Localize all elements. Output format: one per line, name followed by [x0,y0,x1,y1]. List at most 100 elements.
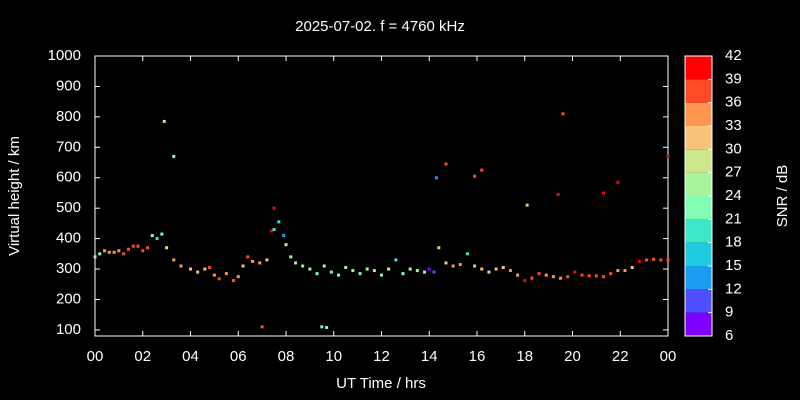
point [251,259,255,263]
point [337,273,341,277]
point [272,227,276,231]
point [162,119,166,123]
colorbar-bin [685,172,712,196]
point [103,249,107,253]
point [272,206,276,210]
point [537,272,541,276]
point [365,267,369,271]
point [98,252,102,256]
point [265,258,269,262]
point [561,112,565,116]
point [616,269,620,273]
y-tick-label: 400 [56,230,81,247]
y-tick-label: 100 [56,321,81,338]
point [284,243,288,247]
point [525,203,529,207]
point [189,267,192,271]
colorbar-bin [685,196,712,220]
colorbar-bin [685,149,712,173]
chart-title: 2025-07-02. f = 4760 kHz [295,18,465,35]
point [203,267,207,271]
point [652,257,656,261]
x-axis-label: UT Time / hrs [336,375,426,392]
y-tick-label: 600 [56,169,81,186]
point [122,252,126,256]
point [556,192,560,196]
point [260,325,264,329]
point [444,261,448,265]
point [131,244,135,248]
y-tick-label: 900 [56,77,81,94]
point [141,249,145,253]
point [179,264,183,268]
point [289,255,293,259]
y-tick-label: 1000 [48,47,81,64]
colorbar-tick-label: 24 [725,187,742,204]
point [212,273,216,277]
point [458,262,462,266]
point [150,234,154,238]
point [573,270,577,274]
point [136,244,140,248]
point [434,176,438,180]
colorbar-bin [685,79,712,103]
point [93,255,97,259]
point [616,180,620,184]
point [480,267,484,271]
point [602,191,606,195]
colorbar-tick-label: 42 [725,47,742,64]
colorbar-tick-label: 15 [725,257,742,274]
point [544,273,548,277]
point [380,273,383,277]
point [344,266,348,270]
colorbar-tick-label: 33 [725,117,742,134]
point [294,261,298,265]
point [473,264,477,268]
point [444,162,448,166]
x-tick-label: 14 [421,348,438,365]
point [594,274,598,278]
point [530,276,534,280]
point [637,259,641,263]
colorbar-label: SNR / dB [774,165,791,228]
point [659,258,663,262]
point [329,270,333,274]
point [172,154,176,158]
y-tick-label: 500 [56,199,81,216]
point [301,264,305,268]
point [465,252,469,256]
point [401,272,405,276]
x-tick-label: 18 [516,348,533,365]
x-tick-label: 08 [278,348,295,365]
point [480,168,484,172]
point [415,269,419,273]
y-tick-label: 700 [56,138,81,155]
x-tick-label: 00 [87,348,104,365]
x-tick-label: 04 [182,348,199,365]
point [172,258,176,262]
point [258,261,262,265]
colorbar-bin [685,219,712,243]
y-axis-label: Virtual height / km [6,136,23,256]
point [277,220,281,224]
point [523,279,527,283]
point [196,270,200,274]
point [630,266,634,270]
point [666,258,670,262]
point [451,264,455,268]
point [322,264,326,268]
point [501,266,505,270]
colorbar-bin [685,289,712,313]
y-tick-label: 800 [56,108,81,125]
point [308,267,312,271]
x-tick-label: 06 [230,348,247,365]
point [107,250,111,254]
point [587,274,591,278]
y-tick-label: 200 [56,290,81,307]
colorbar-tick-label: 21 [725,210,742,227]
point [246,255,250,259]
point [217,277,221,281]
point [351,269,355,273]
point [551,275,555,279]
x-tick-label: 20 [564,348,581,365]
